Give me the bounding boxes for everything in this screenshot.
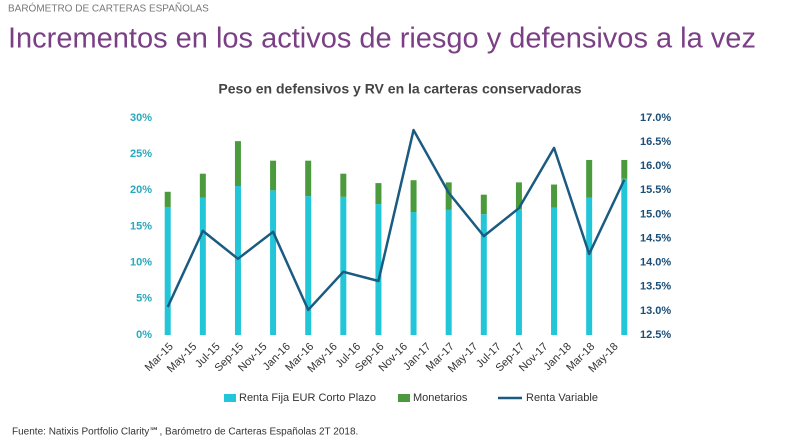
kicker: BARÓMETRO DE CARTERAS ESPAÑOLAS	[8, 2, 209, 15]
bar	[586, 197, 593, 335]
y-tick-label: 30%	[130, 112, 152, 124]
y2-tick-label: 12.5%	[640, 329, 671, 341]
bar	[551, 207, 558, 335]
source: Fuente: Natixis Portfolio Clarity℠, Baró…	[12, 427, 358, 438]
bar	[164, 191, 171, 207]
legend-swatch	[224, 394, 236, 402]
bar	[199, 173, 206, 198]
bar	[234, 185, 241, 335]
bar	[199, 197, 206, 335]
line	[166, 128, 626, 312]
bar	[340, 196, 347, 335]
bar	[621, 159, 628, 179]
bar	[305, 196, 312, 335]
y-tick-label: 0%	[136, 329, 152, 341]
y2-tick-label: 17.0%	[640, 112, 671, 124]
y2-tick-label: 15.0%	[640, 208, 671, 220]
legend-swatch	[398, 394, 410, 402]
bar	[164, 206, 171, 335]
bar	[375, 183, 382, 205]
y-tick-label: 5%	[136, 293, 152, 305]
legend-label: Renta Variable	[526, 392, 598, 404]
bar	[410, 212, 417, 335]
legend-label: Monetarios	[413, 392, 468, 404]
legend-label: Renta Fija EUR Corto Plazo	[239, 392, 376, 404]
y-tick-label: 20%	[130, 184, 152, 196]
y2-tick-label: 14.0%	[640, 257, 671, 269]
y2-tick-label: 16.5%	[640, 136, 671, 148]
bar	[480, 214, 487, 335]
bar	[305, 160, 312, 197]
y-tick-label: 15%	[130, 220, 152, 232]
y2-tick-label: 14.5%	[640, 232, 671, 244]
bar	[270, 160, 277, 191]
bar	[375, 204, 382, 335]
bar	[480, 194, 487, 215]
bar	[551, 184, 558, 208]
bar	[586, 159, 593, 198]
bar	[410, 180, 417, 213]
y-tick-label: 10%	[130, 257, 152, 269]
bar	[621, 178, 628, 335]
bar	[445, 182, 452, 210]
bar	[515, 209, 522, 335]
bar	[445, 209, 452, 335]
page-title: Incrementos en los activos de riesgo y d…	[8, 23, 756, 55]
bar	[270, 190, 277, 335]
y-tick-label: 25%	[130, 148, 152, 160]
bar	[515, 182, 522, 210]
bar	[234, 141, 241, 186]
y2-tick-label: 15.5%	[640, 184, 671, 196]
y2-tick-label: 16.0%	[640, 160, 671, 172]
chart-title: Peso en defensivos y RV en la carteras c…	[218, 81, 581, 97]
y2-tick-label: 13.0%	[640, 305, 671, 317]
y2-tick-label: 13.5%	[640, 281, 671, 293]
bar	[340, 173, 347, 197]
